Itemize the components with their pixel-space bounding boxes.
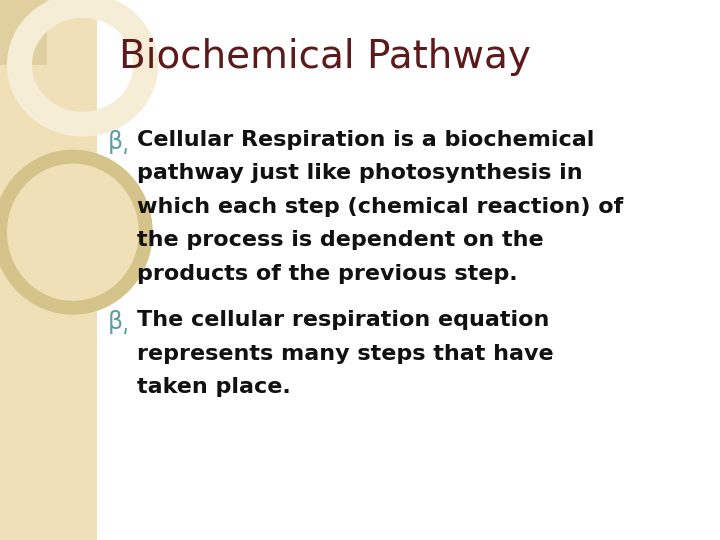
FancyBboxPatch shape [0,0,47,65]
Text: The cellular respiration equation: The cellular respiration equation [137,310,549,330]
Text: Cellular Respiration is a biochemical: Cellular Respiration is a biochemical [137,130,594,150]
Text: the process is dependent on the: the process is dependent on the [137,230,544,250]
Text: represents many steps that have: represents many steps that have [137,344,554,364]
Text: Biochemical Pathway: Biochemical Pathway [119,38,531,76]
Text: pathway just like photosynthesis in: pathway just like photosynthesis in [137,163,582,183]
Ellipse shape [0,157,145,308]
Text: which each step (chemical reaction) of: which each step (chemical reaction) of [137,197,623,217]
Ellipse shape [24,184,122,281]
Text: β͵: β͵ [108,310,130,334]
Text: taken place.: taken place. [137,377,291,397]
Text: β͵: β͵ [108,130,130,153]
FancyBboxPatch shape [0,0,97,540]
Text: products of the previous step.: products of the previous step. [137,264,518,284]
